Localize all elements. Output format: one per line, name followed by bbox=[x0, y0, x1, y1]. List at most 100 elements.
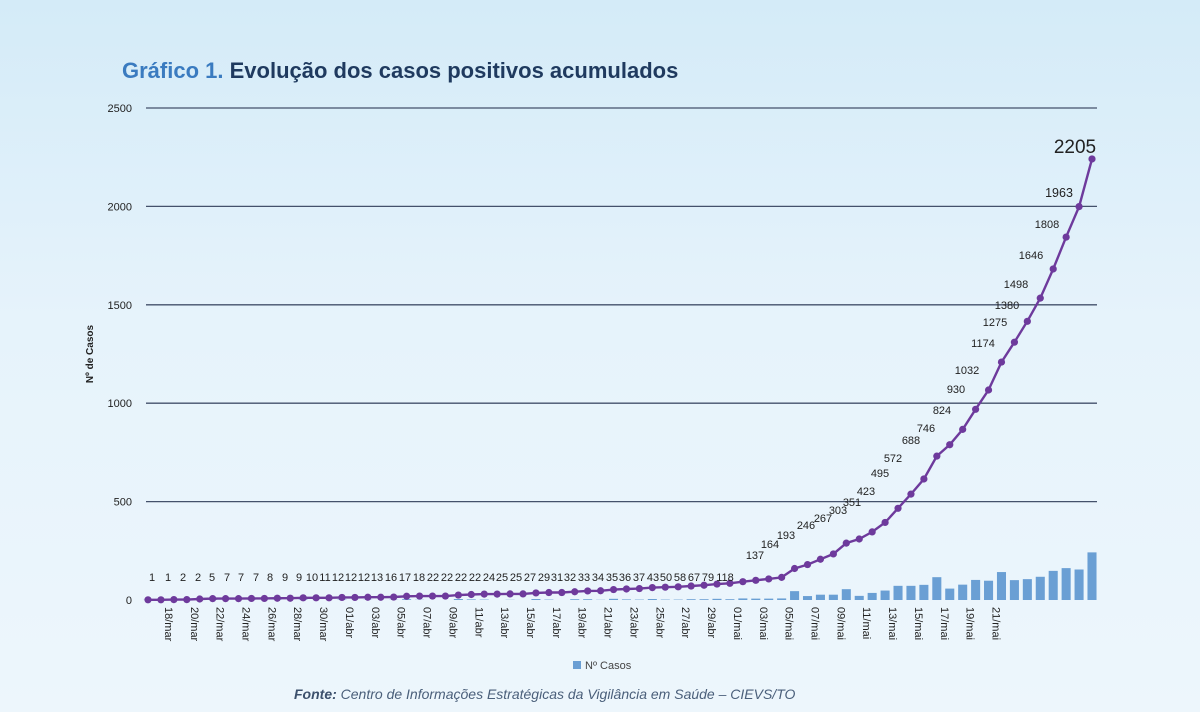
data-label: 36 bbox=[619, 572, 631, 584]
x-tick-label: 30/mar bbox=[317, 607, 329, 642]
bar bbox=[971, 579, 981, 600]
bar bbox=[764, 598, 774, 600]
data-label: 9 bbox=[282, 572, 288, 584]
data-label: 12 bbox=[358, 572, 370, 584]
data-label: 35 bbox=[606, 572, 618, 584]
x-tick-label: 18/mar bbox=[162, 607, 174, 642]
line-point bbox=[609, 585, 618, 594]
data-label: 1808 bbox=[1035, 219, 1059, 231]
line-point bbox=[209, 595, 217, 603]
x-tick-label: 05/mai bbox=[783, 607, 795, 640]
line-point bbox=[467, 590, 475, 599]
line-point bbox=[778, 573, 786, 581]
data-label: 267 bbox=[814, 513, 832, 525]
bar bbox=[1061, 568, 1071, 600]
y-axis-label: Nº de Casos bbox=[85, 325, 96, 384]
bar bbox=[1074, 569, 1084, 600]
x-tick-label: 05/abr bbox=[395, 607, 407, 639]
data-labels: 1 1 2 2 5 7 7 7 8 9 9 10 11 12 12 12 13 16 17 18 22 22 22 22 24 2… bbox=[149, 137, 1096, 584]
line-point bbox=[571, 588, 579, 596]
chart-title: Gráfico 1. Evolução dos casos positivos … bbox=[122, 58, 678, 84]
x-tick-label: 19/mai bbox=[964, 607, 976, 640]
line-point bbox=[674, 583, 682, 591]
line-point bbox=[196, 595, 204, 603]
line-point bbox=[739, 578, 747, 586]
x-tick-label: 20/mar bbox=[188, 607, 200, 642]
data-label: 12 bbox=[332, 572, 344, 584]
legend-label: Nº Casos bbox=[585, 660, 632, 672]
y-tick-label: 2000 bbox=[108, 201, 132, 213]
data-label: 7 bbox=[238, 572, 244, 584]
line-point bbox=[545, 588, 553, 597]
line-point bbox=[338, 593, 346, 602]
bar bbox=[1009, 580, 1019, 600]
line-point bbox=[286, 594, 294, 602]
data-label: 193 bbox=[777, 530, 795, 542]
bar bbox=[790, 591, 800, 600]
data-label: 1380 bbox=[995, 300, 1019, 312]
data-label: 32 bbox=[564, 572, 576, 584]
line-point bbox=[312, 594, 320, 602]
x-tick-label: 28/mar bbox=[291, 607, 303, 642]
bar bbox=[815, 594, 825, 600]
bar bbox=[906, 585, 916, 600]
y-tick-label: 1000 bbox=[108, 398, 132, 410]
bar bbox=[996, 572, 1007, 600]
bar bbox=[738, 598, 748, 600]
line-point bbox=[752, 576, 760, 584]
line-point bbox=[364, 593, 372, 601]
data-label: 37 bbox=[633, 572, 645, 584]
x-tick-label: 15/abr bbox=[524, 607, 536, 639]
line-point bbox=[803, 560, 812, 569]
line-point bbox=[713, 580, 721, 588]
data-label: 16 bbox=[385, 572, 397, 584]
line-point bbox=[247, 594, 256, 603]
line-point bbox=[170, 596, 178, 604]
y-axis-ticks: 0 500 1000 1500 2000 2500 bbox=[108, 103, 132, 607]
line-point bbox=[1036, 294, 1044, 302]
data-label: 423 bbox=[857, 486, 875, 498]
data-label: 27 bbox=[524, 572, 536, 584]
data-label: 34 bbox=[592, 572, 604, 584]
line-point bbox=[622, 585, 631, 593]
data-label: 58 bbox=[674, 572, 686, 584]
x-tick-label: 15/mai bbox=[912, 607, 924, 640]
line-point bbox=[403, 592, 411, 600]
x-tick-label: 01/abr bbox=[343, 607, 355, 639]
data-label: 22 bbox=[427, 572, 439, 584]
data-label: 43 bbox=[647, 572, 659, 584]
bar bbox=[828, 594, 838, 600]
x-tick-label: 21/mai bbox=[990, 607, 1002, 640]
bar bbox=[531, 599, 541, 600]
line-point bbox=[351, 593, 359, 602]
chart-title-number: Gráfico 1. bbox=[122, 58, 224, 83]
bar bbox=[647, 599, 657, 600]
line-point bbox=[972, 405, 980, 413]
data-label: 137 bbox=[746, 550, 764, 562]
data-label: 688 bbox=[902, 435, 920, 447]
data-label: 22 bbox=[455, 572, 467, 584]
y-tick-label: 500 bbox=[114, 497, 132, 509]
data-label: 746 bbox=[917, 423, 935, 435]
line-point bbox=[816, 555, 825, 563]
line-point bbox=[726, 579, 734, 587]
data-label: 31 bbox=[551, 572, 563, 584]
line-point bbox=[959, 425, 967, 433]
bar bbox=[854, 595, 864, 600]
data-label: 824 bbox=[933, 405, 951, 417]
line-point bbox=[415, 592, 424, 600]
data-label: 5 bbox=[209, 572, 215, 584]
bar bbox=[686, 599, 696, 600]
bar bbox=[945, 588, 955, 600]
line-point bbox=[558, 588, 566, 597]
data-label: 246 bbox=[797, 520, 815, 532]
bar bbox=[751, 598, 761, 600]
data-label: 1646 bbox=[1019, 250, 1043, 262]
source-text: Centro de Informações Estratégicas da Vi… bbox=[340, 686, 796, 702]
source-label: Fonte: bbox=[294, 686, 337, 702]
data-label: 13 bbox=[371, 572, 383, 584]
legend-swatch bbox=[573, 661, 581, 669]
line-point bbox=[920, 475, 928, 483]
data-label: 495 bbox=[871, 468, 889, 480]
line-point bbox=[234, 595, 243, 603]
